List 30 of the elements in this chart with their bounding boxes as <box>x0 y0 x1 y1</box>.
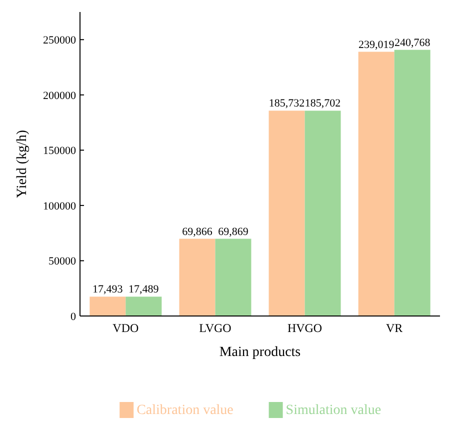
x-tick-label: LVGO <box>199 321 232 335</box>
data-label: 185,702 <box>304 98 341 110</box>
legend-label: Simulation value <box>286 403 382 418</box>
y-tick-label: 0 <box>70 311 76 323</box>
y-tick-label: 200000 <box>43 90 76 102</box>
data-label: 240,768 <box>394 36 431 49</box>
bar <box>304 110 341 316</box>
data-label: 17,489 <box>128 284 160 296</box>
data-label: 17,493 <box>92 284 124 296</box>
data-label: 69,869 <box>218 226 249 238</box>
data-label: 239,019 <box>358 38 395 51</box>
y-tick-label: 100000 <box>43 200 76 212</box>
bar <box>268 110 305 316</box>
bar <box>90 296 126 316</box>
bar <box>179 238 216 316</box>
x-axis-title: Main products <box>219 345 301 360</box>
y-axis-title: Yield (kg/h) <box>15 130 30 198</box>
legend-label: Calibration value <box>136 403 234 418</box>
data-label: 69,866 <box>182 226 213 238</box>
y-tick-label: 150000 <box>43 145 76 158</box>
x-tick-label: VR <box>386 321 403 335</box>
bar <box>358 52 394 316</box>
x-tick-label: VDO <box>112 321 140 335</box>
bar <box>126 296 162 316</box>
x-tick-label: HVGO <box>287 321 322 335</box>
data-label: 185,732 <box>268 98 305 110</box>
y-tick-label: 250000 <box>43 34 76 47</box>
bar <box>394 50 430 316</box>
bar <box>215 238 252 316</box>
y-tick-label: 50000 <box>48 256 76 268</box>
